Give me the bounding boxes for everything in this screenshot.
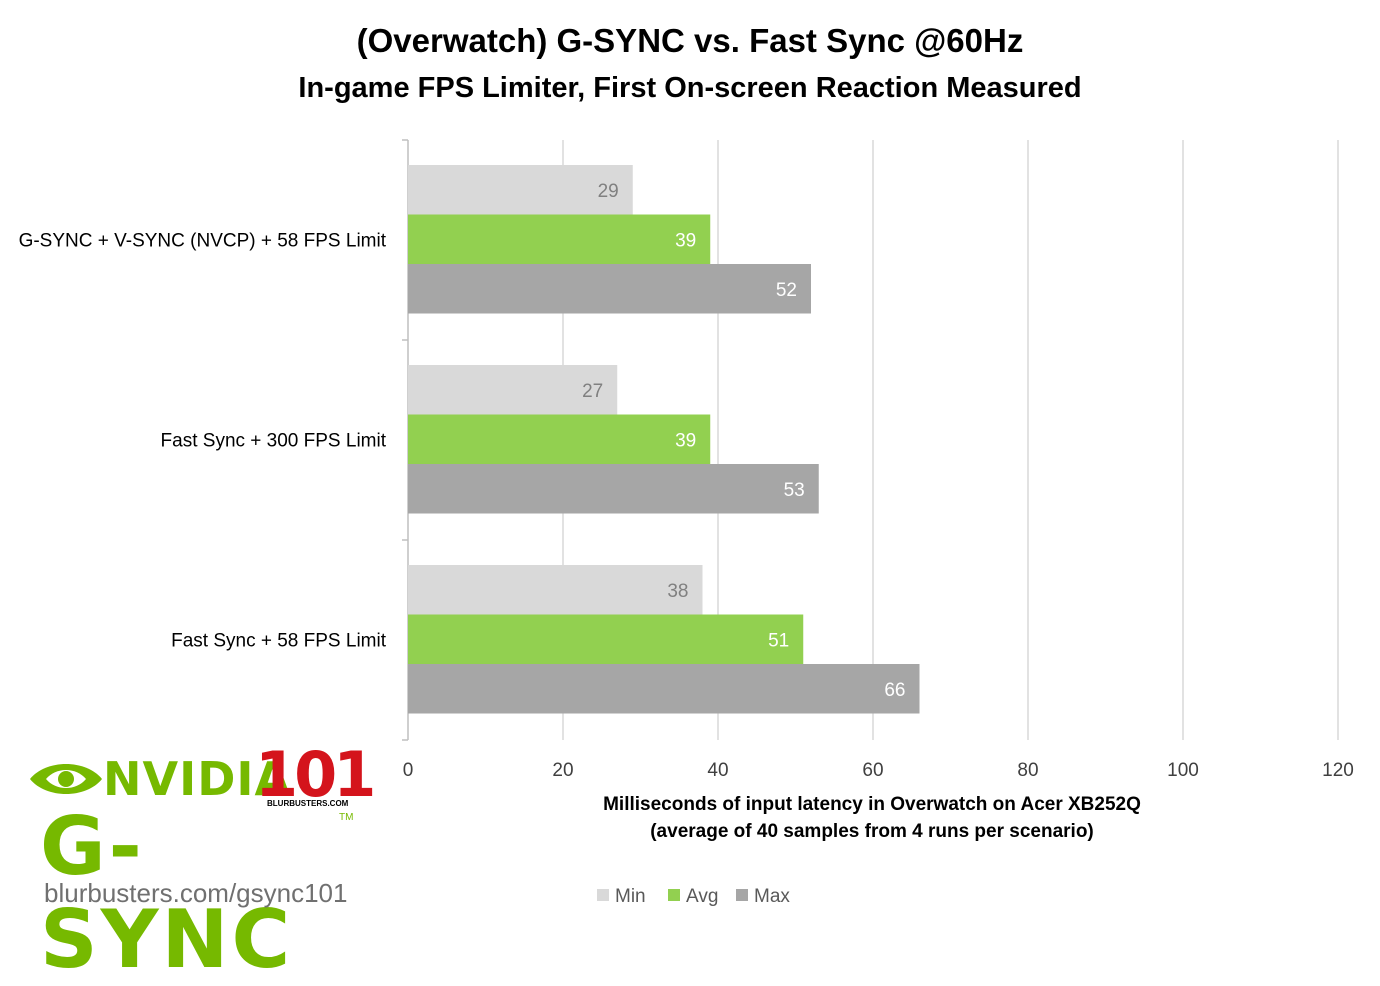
x-tick-label: 40 (707, 760, 728, 781)
x-axis-title: Milliseconds of input latency in Overwat… (603, 794, 1141, 815)
bar-avg (408, 214, 711, 264)
x-tick-label: 120 (1322, 760, 1354, 781)
chart-plot: 0 20 40 60 80 100 120 G-SYNC + V-SYNC (NVCP) + … (19, 139, 1354, 907)
bar-max (408, 664, 920, 714)
legend-swatch-max (736, 889, 748, 901)
legend-swatch-min (597, 889, 609, 901)
bar-avg (408, 414, 711, 464)
x-axis-subtitle: (average of 40 samples from 4 runs per s… (650, 821, 1094, 842)
x-tick-label: 60 (862, 760, 883, 781)
legend-label-min: Min (615, 886, 646, 907)
category-label: Fast Sync + 58 FPS Limit (171, 630, 387, 651)
x-tick-label: 0 (403, 760, 414, 781)
legend-label-avg: Avg (686, 886, 718, 907)
bar-min (408, 165, 633, 215)
bar-min (408, 365, 618, 415)
bar-max (408, 464, 819, 514)
legend-swatch-avg (668, 889, 680, 901)
logo-101: 101 (255, 738, 376, 811)
x-tick-label: 100 (1167, 760, 1199, 781)
legend-label-max: Max (754, 886, 790, 907)
logo-site-text: BLURBUSTERS.COM (267, 799, 349, 808)
data-label: 27 (582, 381, 603, 402)
data-label: 66 (884, 680, 905, 701)
data-label: 39 (675, 230, 696, 251)
bar-max (408, 264, 811, 314)
category-label: G-SYNC + V-SYNC (NVCP) + 58 FPS Limit (19, 230, 387, 251)
x-tick-label: 20 (552, 760, 573, 781)
chart-title: (Overwatch) G-SYNC vs. Fast Sync @60Hz (356, 22, 1024, 59)
bar-min (408, 565, 703, 615)
trademark-mark: TM (339, 812, 354, 823)
data-label: 52 (776, 280, 797, 301)
bar-avg (408, 614, 804, 664)
data-label: 39 (675, 430, 696, 451)
data-label: 51 (768, 630, 789, 651)
chart-subtitle: In-game FPS Limiter, First On-screen Rea… (298, 72, 1082, 104)
data-label: 38 (667, 581, 688, 602)
data-label: 29 (598, 181, 619, 202)
nvidia-eye-icon (30, 764, 102, 794)
x-tick-label: 80 (1017, 760, 1038, 781)
logo-url: blurbusters.com/gsync101 (44, 878, 348, 908)
data-label: 53 (784, 480, 805, 501)
nvidia-wordmark: NVIDIA (103, 752, 292, 806)
category-label: Fast Sync + 300 FPS Limit (161, 430, 387, 451)
